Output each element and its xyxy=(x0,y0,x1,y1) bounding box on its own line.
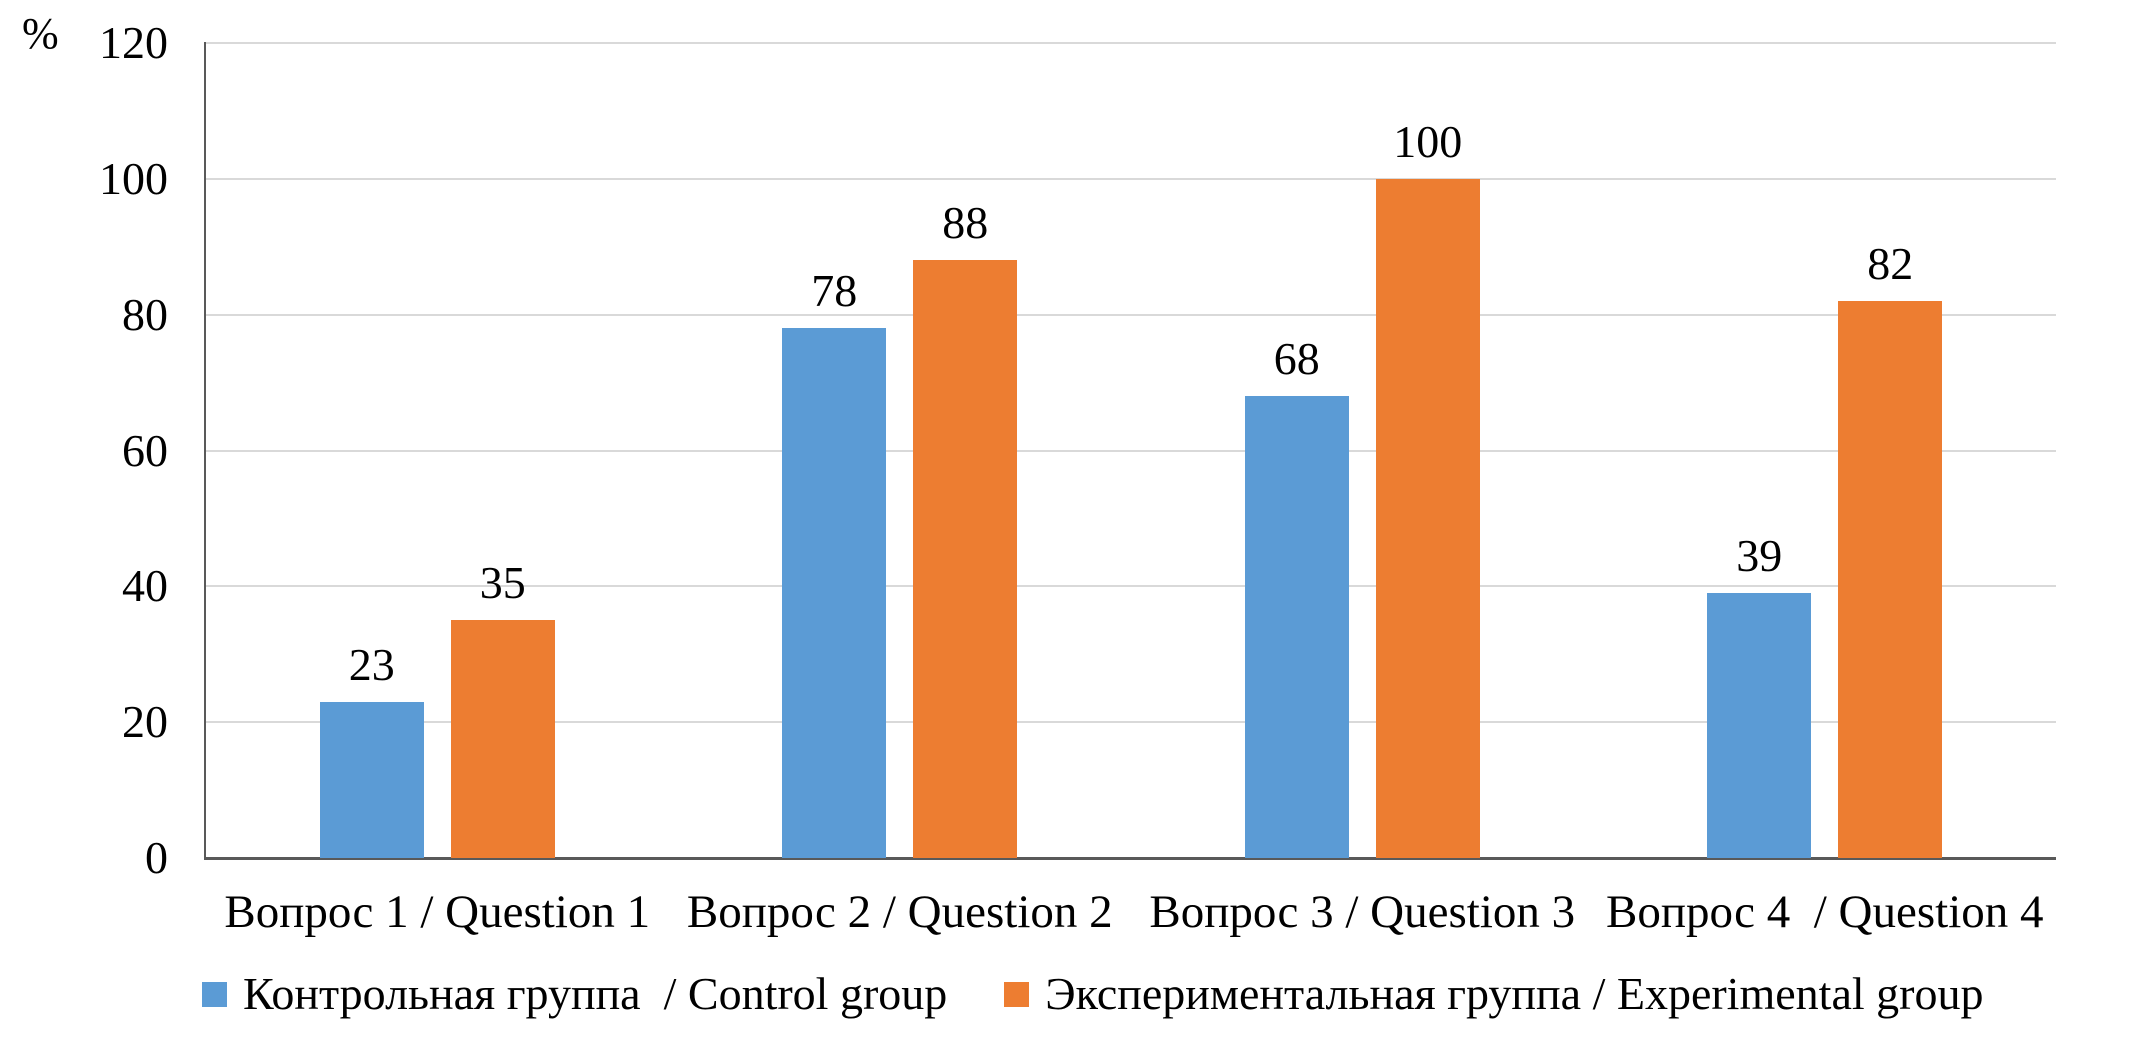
bar-value-label: 100 xyxy=(1393,115,1463,167)
gridline xyxy=(206,42,2056,44)
x-axis-category-label: Вопрос 3 / Question 3 xyxy=(1149,886,1576,938)
bar-value-label: 78 xyxy=(811,265,858,317)
plot-area: 23 78 68 39 35 88 100 82 xyxy=(206,42,2056,858)
y-axis-tick-label: 100 xyxy=(99,152,168,204)
legend-color-swatch xyxy=(1004,981,1030,1007)
gridline xyxy=(206,313,2056,316)
y-axis-unit-label: % xyxy=(22,9,59,58)
bar-value-label: 88 xyxy=(942,197,989,249)
y-axis-line xyxy=(204,42,206,860)
bar-experimental-q1 xyxy=(450,620,555,858)
bar-value-label: 35 xyxy=(479,557,526,609)
y-axis-tick-label: 80 xyxy=(122,288,168,340)
gridline xyxy=(206,585,2056,588)
bar-control-q3 xyxy=(1244,396,1349,858)
x-axis-category-label: Вопрос 4 / Question 4 xyxy=(1605,886,2044,938)
legend-entry: Экспериментальная группа / Experimental … xyxy=(1004,966,1983,1022)
gridline xyxy=(206,177,2056,180)
gridline xyxy=(206,449,2056,452)
legend-label: Контрольная группа / Control group xyxy=(243,968,948,1019)
bar-value-label: 23 xyxy=(348,638,395,690)
bar-value-label: 82 xyxy=(1867,238,1914,290)
bar-control-q2 xyxy=(782,328,887,858)
legend-color-swatch xyxy=(202,981,227,1007)
y-axis-tick-label: 120 xyxy=(99,17,168,68)
x-axis-category-label: Вопрос 2 / Question 2 xyxy=(686,886,1113,938)
bar-experimental-q2 xyxy=(913,260,1018,858)
bar-experimental-q3 xyxy=(1375,178,1480,858)
bar-value-label: 39 xyxy=(1736,530,1783,582)
legend: Контрольная группа / Control group Экспер… xyxy=(202,962,1983,1026)
legend-entry: Контрольная группа / Control group xyxy=(202,966,947,1022)
x-axis-category-label: Вопрос 1 / Question 1 xyxy=(224,886,651,938)
bar-experimental-q4 xyxy=(1838,301,1943,858)
gridline xyxy=(206,721,2056,724)
y-axis-tick-label: 40 xyxy=(122,560,168,612)
y-axis-tick-label: 60 xyxy=(122,424,168,476)
y-axis-tick-label: 20 xyxy=(122,696,168,748)
x-axis-line xyxy=(204,857,2056,860)
bar-value-label: 68 xyxy=(1273,333,1320,385)
bar-control-q1 xyxy=(319,701,424,858)
bar-control-q4 xyxy=(1707,593,1812,858)
legend-label: Экспериментальная группа / Experimental … xyxy=(1045,968,1984,1019)
y-axis-tick-label: 0 xyxy=(145,832,168,883)
